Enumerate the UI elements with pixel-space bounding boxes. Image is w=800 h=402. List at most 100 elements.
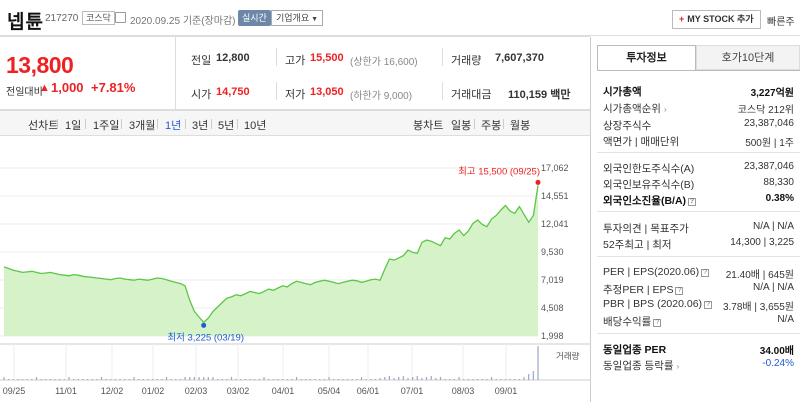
quick-order-button[interactable]: 빠른주 xyxy=(767,17,795,28)
volume-bar xyxy=(537,346,539,380)
help-icon[interactable]: ? xyxy=(701,269,710,277)
per-eps-value: 21.40배 | 645원 xyxy=(725,270,794,281)
up-arrow-icon: ▲ xyxy=(39,82,50,94)
volume-bar xyxy=(68,377,70,380)
help-icon[interactable]: ? xyxy=(704,301,713,309)
x-tick-label: 09/25 xyxy=(3,386,26,396)
stock-code: 217270 xyxy=(45,13,79,24)
period-3y[interactable]: 3년 xyxy=(192,120,209,132)
volume-bar xyxy=(31,379,33,380)
price-chart[interactable]: 17,062 14,551 12,041 9,530 7,019 4,508 1,998 0… xyxy=(0,137,590,402)
volume-bar xyxy=(142,379,144,380)
low-label: 최저 3,225 (03/19) xyxy=(167,332,244,343)
period-bar xyxy=(0,110,590,136)
volume-bar xyxy=(100,377,103,380)
period-1d[interactable]: 1일 xyxy=(65,120,82,132)
divider xyxy=(442,48,443,66)
volume-bar xyxy=(532,371,534,380)
volume-bar xyxy=(110,379,112,380)
volume-bar xyxy=(26,379,28,380)
est-per-eps-text: 추정PER | EPS xyxy=(603,284,674,296)
volume-bar xyxy=(170,379,172,380)
period-monthly[interactable]: 월봉 xyxy=(510,120,531,132)
volume-bar xyxy=(486,379,488,380)
volume-bar xyxy=(477,379,479,380)
divider xyxy=(597,333,800,334)
company-info-dropdown[interactable]: 기업개요 ▼ xyxy=(271,10,324,26)
volume-bar xyxy=(319,379,321,380)
volume-bar xyxy=(105,379,107,380)
period-daily[interactable]: 일봉 xyxy=(451,120,472,132)
volume-bar xyxy=(3,377,5,380)
divider xyxy=(85,119,86,129)
period-weekly[interactable]: 주봉 xyxy=(481,120,502,132)
volume-bar xyxy=(77,379,79,380)
line-chart-tab[interactable]: 선차트 xyxy=(28,120,59,132)
help-icon[interactable]: ? xyxy=(688,198,697,206)
volume-bar xyxy=(449,379,451,380)
volume-bar xyxy=(388,376,391,380)
volume-bar xyxy=(337,379,339,380)
volume-bar xyxy=(393,378,395,380)
volume-bar xyxy=(272,379,274,380)
volume-bar xyxy=(119,379,121,380)
volume-bar xyxy=(49,379,52,380)
volume-bar xyxy=(258,379,260,380)
high-label: 고가 xyxy=(285,55,306,67)
volume-bar xyxy=(21,379,24,380)
volume-bar xyxy=(323,379,325,380)
tab-order-book[interactable]: 호가10단계 xyxy=(696,45,800,70)
volume-bar xyxy=(370,379,372,380)
x-tick-label: 11/01 xyxy=(55,386,77,396)
volume-bar xyxy=(193,377,195,380)
volume-bar xyxy=(240,379,242,380)
dividend-text: 배당수익률 xyxy=(603,316,652,328)
foreign-limit-label: 외국인한도주식수(A) xyxy=(603,163,695,175)
change-label: 전일대비 xyxy=(6,87,43,98)
volume-bar xyxy=(286,379,288,380)
volume-bar xyxy=(184,377,186,380)
candle-chart-label: 봉차트 xyxy=(413,120,444,132)
period-3m[interactable]: 3개월 xyxy=(129,120,156,132)
volume-bar xyxy=(444,379,446,380)
volume-bar xyxy=(263,377,265,380)
divider xyxy=(597,152,800,153)
volume-bar xyxy=(161,379,163,380)
period-1y[interactable]: 1년 xyxy=(165,120,182,132)
sector-change-text: 동일업종 등락률 xyxy=(603,360,674,372)
volume-bar xyxy=(128,379,130,380)
x-tick-label: 12/02 xyxy=(101,386,124,396)
opinion-label: 투자의견 | 목표주가 xyxy=(603,223,689,235)
sector-change-label: 동일업종 등락률 › xyxy=(603,358,679,373)
volume-bar xyxy=(91,379,93,380)
divider xyxy=(0,109,590,110)
sector-change-value: -0.24% xyxy=(762,358,794,369)
sector-per-value: 34.00배 xyxy=(759,346,794,357)
pbr-bps-label: PBR | BPS (2020.06)? xyxy=(603,298,713,310)
x-tick-label: 03/02 xyxy=(227,386,250,396)
period-10y[interactable]: 10년 xyxy=(244,120,267,132)
add-mystock-button[interactable]: + MY STOCK 추가 xyxy=(672,10,761,29)
volume-bar xyxy=(333,379,335,380)
volume-bar xyxy=(45,379,47,380)
foreign-ratio-text: 외국인소진율(B/A) xyxy=(603,195,687,207)
divider xyxy=(57,119,58,129)
help-icon[interactable]: ? xyxy=(675,287,684,295)
volume-bar xyxy=(342,379,344,380)
pbr-bps-value: 3.78배 | 3,655원 xyxy=(722,302,794,313)
volume-bar xyxy=(230,377,233,380)
period-1w[interactable]: 1주일 xyxy=(93,120,120,132)
volume-bar xyxy=(114,379,117,380)
volume-bar xyxy=(347,379,349,380)
divider xyxy=(157,119,158,129)
company-info-label: 기업개요 xyxy=(276,13,310,23)
x-tick-label: 08/03 xyxy=(452,386,475,396)
market-cap-rank-label[interactable]: 시가총액순위 › xyxy=(603,101,667,116)
realtime-button[interactable]: 실시간 xyxy=(238,10,271,26)
period-5y[interactable]: 5년 xyxy=(218,120,235,132)
help-icon[interactable]: ? xyxy=(653,319,662,327)
volume-bar xyxy=(453,379,456,380)
tab-invest-info[interactable]: 투자정보 xyxy=(597,45,696,70)
amount-label: 거래대금 xyxy=(451,89,492,101)
market-badge: 코스닥 xyxy=(82,11,115,25)
